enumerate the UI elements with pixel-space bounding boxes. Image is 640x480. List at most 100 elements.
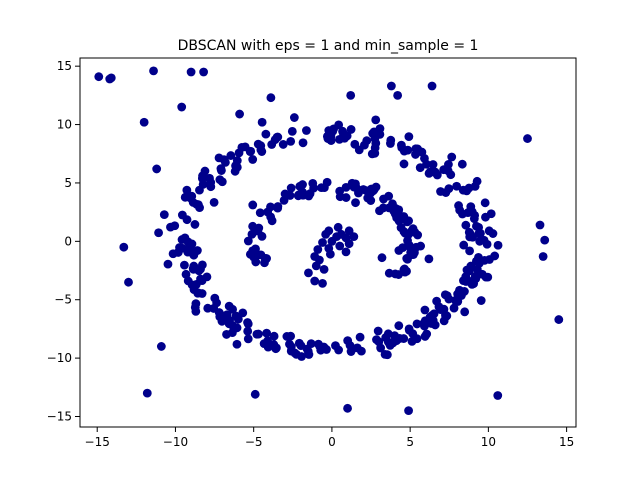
- data-point: [432, 296, 442, 306]
- data-point: [142, 388, 152, 398]
- y-tick-label: 10: [57, 118, 72, 132]
- data-point: [231, 311, 241, 321]
- data-point: [424, 254, 434, 264]
- data-point: [344, 226, 354, 236]
- data-point: [180, 260, 189, 270]
- data-point: [298, 180, 307, 189]
- data-point: [267, 140, 277, 149]
- data-point: [251, 244, 260, 254]
- data-point: [250, 389, 260, 399]
- data-point: [243, 326, 253, 336]
- data-point: [202, 272, 212, 282]
- data-point: [191, 306, 201, 316]
- data-point: [400, 228, 410, 238]
- data-point: [253, 139, 263, 149]
- data-point: [349, 232, 359, 242]
- x-axis: −15 −10 −5 0 5 10 15: [85, 427, 574, 449]
- data-point: [243, 236, 253, 246]
- data-point: [394, 246, 404, 255]
- data-point: [322, 131, 332, 141]
- data-point: [322, 345, 331, 354]
- data-point: [256, 250, 266, 260]
- data-point: [469, 214, 479, 224]
- data-point: [280, 189, 290, 199]
- data-point: [106, 73, 116, 83]
- data-point: [391, 204, 401, 213]
- data-point: [461, 272, 471, 282]
- data-point: [538, 252, 548, 261]
- x-tick-label: −15: [85, 435, 110, 449]
- data-point: [334, 120, 344, 130]
- data-point: [177, 210, 187, 220]
- data-point: [318, 278, 327, 288]
- data-point: [467, 280, 477, 289]
- data-point: [287, 126, 297, 136]
- data-point: [354, 188, 363, 198]
- data-point: [341, 247, 351, 257]
- data-point: [197, 260, 207, 270]
- data-point: [452, 181, 462, 191]
- data-point: [152, 164, 162, 174]
- data-point: [319, 264, 329, 274]
- data-point: [187, 246, 197, 256]
- data-point: [374, 337, 384, 347]
- x-tick-label: −5: [245, 435, 263, 449]
- axes-frame: [79, 57, 577, 428]
- data-point: [168, 249, 178, 259]
- data-point: [237, 142, 247, 152]
- y-tick-label: −10: [47, 351, 72, 365]
- data-point: [311, 261, 321, 271]
- data-point: [474, 223, 484, 232]
- data-point: [190, 220, 200, 229]
- data-point: [298, 138, 308, 148]
- data-point: [413, 144, 423, 154]
- data-point: [221, 157, 230, 167]
- data-point: [305, 189, 315, 199]
- data-point: [476, 296, 486, 305]
- data-point: [163, 259, 173, 269]
- data-point: [266, 212, 276, 222]
- data-point: [331, 341, 340, 351]
- data-point: [304, 268, 313, 278]
- data-point: [554, 315, 564, 324]
- data-point: [210, 293, 220, 303]
- data-point: [333, 222, 343, 232]
- data-point: [384, 268, 394, 278]
- data-point: [356, 346, 366, 356]
- data-point: [460, 307, 470, 317]
- data-point: [266, 202, 275, 212]
- data-point: [313, 245, 323, 254]
- data-point: [394, 216, 404, 226]
- data-point: [351, 198, 360, 208]
- data-point: [215, 312, 225, 322]
- y-tick-label: 5: [64, 176, 72, 190]
- x-tick-label: 5: [406, 435, 414, 449]
- data-point: [449, 303, 459, 313]
- data-point: [260, 258, 269, 268]
- data-point: [197, 174, 207, 183]
- x-tick-label: 0: [328, 435, 336, 449]
- data-point: [442, 311, 452, 321]
- data-point: [393, 90, 403, 100]
- data-point: [481, 212, 490, 222]
- data-point: [286, 331, 296, 341]
- y-tick-label: 0: [64, 234, 72, 248]
- data-point: [462, 186, 472, 196]
- data-points: [94, 66, 564, 416]
- data-point: [386, 135, 396, 145]
- data-point: [228, 304, 237, 314]
- data-point: [483, 272, 493, 282]
- data-point: [181, 269, 191, 279]
- data-point: [415, 163, 425, 173]
- y-axis: −15 −10 −5 0 5 10 15: [47, 59, 80, 423]
- data-point: [355, 332, 365, 342]
- data-point: [263, 336, 273, 346]
- data-point: [493, 240, 503, 250]
- data-point: [177, 102, 187, 112]
- data-point: [404, 324, 414, 334]
- data-point: [273, 202, 283, 211]
- data-point: [272, 132, 282, 142]
- data-point: [294, 190, 304, 200]
- data-point: [379, 194, 388, 204]
- data-point: [463, 208, 473, 218]
